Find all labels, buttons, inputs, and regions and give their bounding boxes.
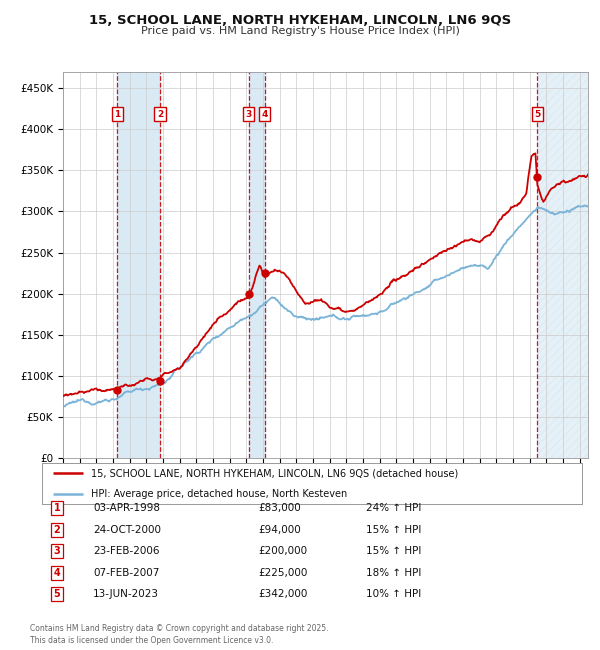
Text: 15% ↑ HPI: 15% ↑ HPI [366, 525, 421, 535]
Bar [117, 72, 160, 458]
Text: 07-FEB-2007: 07-FEB-2007 [93, 567, 160, 578]
Bar [248, 72, 265, 458]
Text: 18% ↑ HPI: 18% ↑ HPI [366, 567, 421, 578]
Text: 15% ↑ HPI: 15% ↑ HPI [366, 546, 421, 556]
Text: HPI: Average price, detached house, North Kesteven: HPI: Average price, detached house, Nort… [91, 489, 347, 499]
Text: £225,000: £225,000 [258, 567, 307, 578]
Text: 03-APR-1998: 03-APR-1998 [93, 503, 160, 514]
Text: 15, SCHOOL LANE, NORTH HYKEHAM, LINCOLN, LN6 9QS: 15, SCHOOL LANE, NORTH HYKEHAM, LINCOLN,… [89, 14, 511, 27]
Text: 3: 3 [245, 110, 252, 119]
Text: 24-OCT-2000: 24-OCT-2000 [93, 525, 161, 535]
Text: 2: 2 [157, 110, 163, 119]
Text: £342,000: £342,000 [258, 589, 307, 599]
Text: 10% ↑ HPI: 10% ↑ HPI [366, 589, 421, 599]
Text: Price paid vs. HM Land Registry's House Price Index (HPI): Price paid vs. HM Land Registry's House … [140, 26, 460, 36]
Text: 2: 2 [53, 525, 61, 535]
Text: £94,000: £94,000 [258, 525, 301, 535]
Text: 1: 1 [114, 110, 120, 119]
Text: 4: 4 [262, 110, 268, 119]
Text: Contains HM Land Registry data © Crown copyright and database right 2025.
This d: Contains HM Land Registry data © Crown c… [30, 624, 329, 645]
Text: £83,000: £83,000 [258, 503, 301, 514]
Text: 5: 5 [534, 110, 540, 119]
Text: 1: 1 [53, 503, 61, 514]
Text: 4: 4 [53, 567, 61, 578]
Text: 23-FEB-2006: 23-FEB-2006 [93, 546, 160, 556]
Text: 3: 3 [53, 546, 61, 556]
Text: 15, SCHOOL LANE, NORTH HYKEHAM, LINCOLN, LN6 9QS (detached house): 15, SCHOOL LANE, NORTH HYKEHAM, LINCOLN,… [91, 468, 458, 478]
Text: 13-JUN-2023: 13-JUN-2023 [93, 589, 159, 599]
Text: 24% ↑ HPI: 24% ↑ HPI [366, 503, 421, 514]
Text: £200,000: £200,000 [258, 546, 307, 556]
Text: 5: 5 [53, 589, 61, 599]
Bar [537, 72, 588, 458]
